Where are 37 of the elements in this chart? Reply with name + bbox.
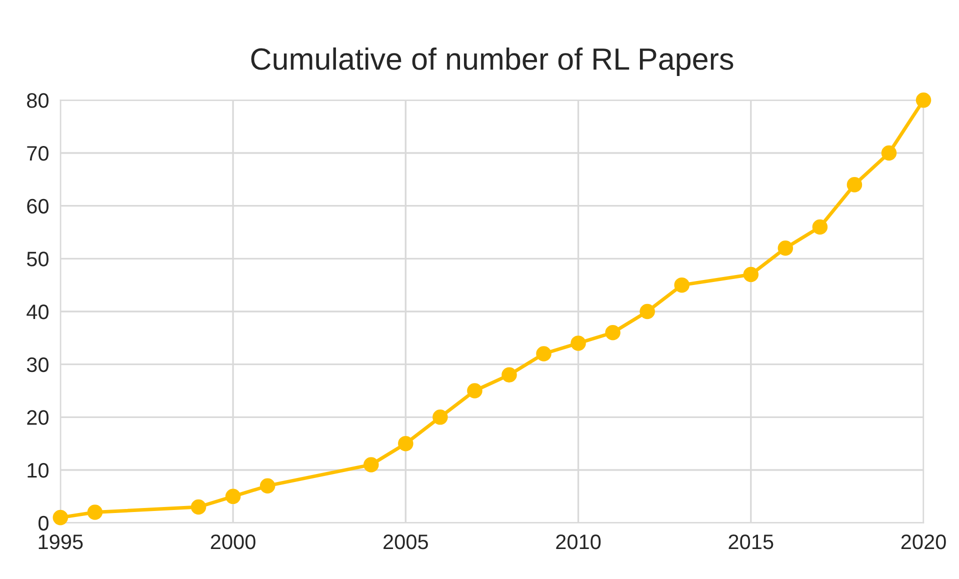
point	[778, 240, 794, 256]
point	[605, 324, 620, 340]
y-tick-label: 80	[27, 93, 48, 108]
y-tick-label: 20	[27, 410, 48, 425]
point	[812, 219, 828, 235]
point	[743, 266, 759, 282]
point	[536, 346, 552, 362]
point	[398, 436, 414, 452]
point	[640, 304, 655, 320]
x-tick-label: 1995	[38, 534, 83, 550]
point	[190, 499, 206, 515]
point	[467, 383, 482, 398]
point	[916, 92, 932, 108]
point	[363, 457, 379, 472]
point	[87, 504, 103, 520]
point	[881, 145, 897, 161]
x-tick-label: 2005	[384, 534, 428, 550]
y-tick-label: 0	[38, 516, 48, 531]
point	[674, 277, 690, 293]
y-tick-label: 50	[26, 252, 48, 266]
point	[502, 367, 517, 383]
y-tick-label: 60	[27, 198, 48, 214]
point	[225, 488, 241, 504]
point	[260, 478, 276, 494]
x-tick-label: 2015	[728, 534, 774, 550]
y-tick-label: 70	[27, 146, 48, 161]
point	[570, 336, 586, 351]
x-tick-label: 2000	[210, 534, 256, 550]
x-tick-label: 2020	[901, 534, 946, 550]
y-tick-label: 40	[26, 304, 48, 320]
point	[432, 410, 448, 425]
point	[846, 177, 862, 192]
y-tick-label: 30	[26, 357, 48, 372]
y-tick-label: 10	[28, 463, 48, 478]
point	[52, 510, 68, 526]
x-tick-label: 2010	[556, 534, 601, 550]
chart-title: Cumulative of number of RL Papers	[251, 47, 734, 76]
